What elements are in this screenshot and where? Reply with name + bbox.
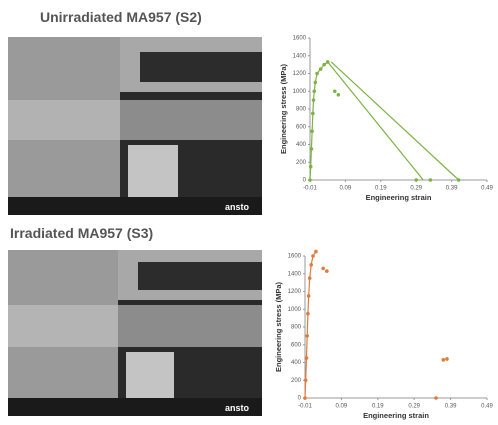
y-tick-label: 400 [296, 142, 307, 148]
y-tick-label: 1600 [288, 254, 302, 260]
series-line [310, 62, 328, 180]
data-point [414, 178, 418, 182]
x-tick-label: 0.49 [481, 404, 493, 410]
data-point [315, 72, 319, 76]
x-tick-label: -0.01 [298, 404, 312, 410]
data-point [310, 147, 314, 151]
data-point [312, 89, 316, 93]
slide: Unirradiated MA957 (S2) Irradiated MA957… [0, 0, 498, 425]
data-point [308, 178, 312, 182]
x-axis-title: Engineering strain [366, 193, 432, 202]
data-point [321, 267, 325, 271]
y-tick-label: 600 [291, 342, 302, 348]
x-tick-label: 0.29 [410, 186, 422, 192]
data-point [322, 63, 326, 67]
x-tick-label: -0.01 [303, 186, 317, 192]
data-point [312, 98, 316, 102]
section-title: Irradiated MA957 (S3) [10, 225, 153, 241]
y-tick-label: 1000 [293, 89, 307, 95]
x-tick-label: 0.39 [446, 186, 458, 192]
y-tick-label: 1400 [288, 271, 302, 277]
x-tick-label: 0.09 [336, 404, 348, 410]
data-point [434, 396, 438, 400]
y-tick-label: 600 [296, 124, 307, 130]
data-point [319, 67, 323, 71]
data-point [306, 312, 310, 316]
data-point [305, 334, 309, 338]
data-point [311, 112, 315, 116]
data-point [304, 378, 308, 382]
data-point [333, 89, 337, 93]
data-point [445, 357, 449, 361]
series-line [305, 252, 316, 398]
data-point [309, 263, 313, 267]
sem-image: ansto [8, 37, 262, 215]
section-title: Unirradiated MA957 (S2) [40, 9, 202, 25]
data-point [307, 294, 311, 298]
data-point [337, 93, 341, 97]
y-tick-label: 800 [291, 325, 302, 331]
data-point [429, 178, 433, 182]
x-axis-title: Engineering strain [363, 411, 429, 420]
x-tick-label: 0.09 [340, 186, 352, 192]
y-tick-label: 400 [291, 360, 302, 366]
y-tick-label: 200 [296, 160, 307, 166]
data-point [308, 276, 312, 280]
y-tick-label: 1400 [293, 53, 307, 59]
data-point [310, 129, 314, 133]
sem-image: ansto [8, 250, 262, 416]
x-tick-label: 0.39 [445, 404, 457, 410]
data-point [325, 269, 329, 273]
data-point [314, 81, 318, 85]
series-line [328, 62, 424, 180]
x-tick-label: 0.29 [408, 404, 420, 410]
data-point [314, 250, 318, 254]
y-tick-label: 0 [303, 178, 307, 184]
x-tick-label: 0.19 [372, 404, 384, 410]
series-line [331, 62, 458, 180]
y-tick-label: 200 [291, 378, 302, 384]
y-axis-title: Engineering stress (MPa) [279, 63, 288, 154]
x-tick-label: 0.49 [481, 186, 493, 192]
logo: ansto [225, 403, 250, 413]
data-point [457, 178, 461, 182]
y-tick-label: 800 [296, 107, 307, 113]
x-tick-label: 0.19 [375, 186, 387, 192]
data-point [311, 254, 315, 258]
logo: ansto [225, 202, 250, 212]
y-tick-label: 1200 [288, 289, 302, 295]
y-axis-title: Engineering stress (MPa) [274, 281, 283, 372]
data-point [305, 356, 309, 360]
data-point [442, 358, 446, 362]
data-point [303, 396, 307, 400]
y-tick-label: 0 [298, 396, 302, 402]
y-tick-label: 1000 [288, 307, 302, 313]
data-point [309, 165, 313, 169]
y-tick-label: 1200 [293, 71, 307, 77]
y-tick-label: 1600 [293, 36, 307, 42]
